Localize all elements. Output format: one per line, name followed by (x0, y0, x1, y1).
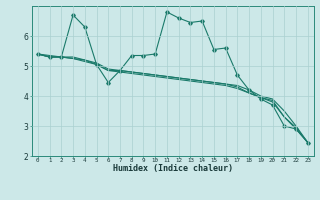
X-axis label: Humidex (Indice chaleur): Humidex (Indice chaleur) (113, 164, 233, 173)
